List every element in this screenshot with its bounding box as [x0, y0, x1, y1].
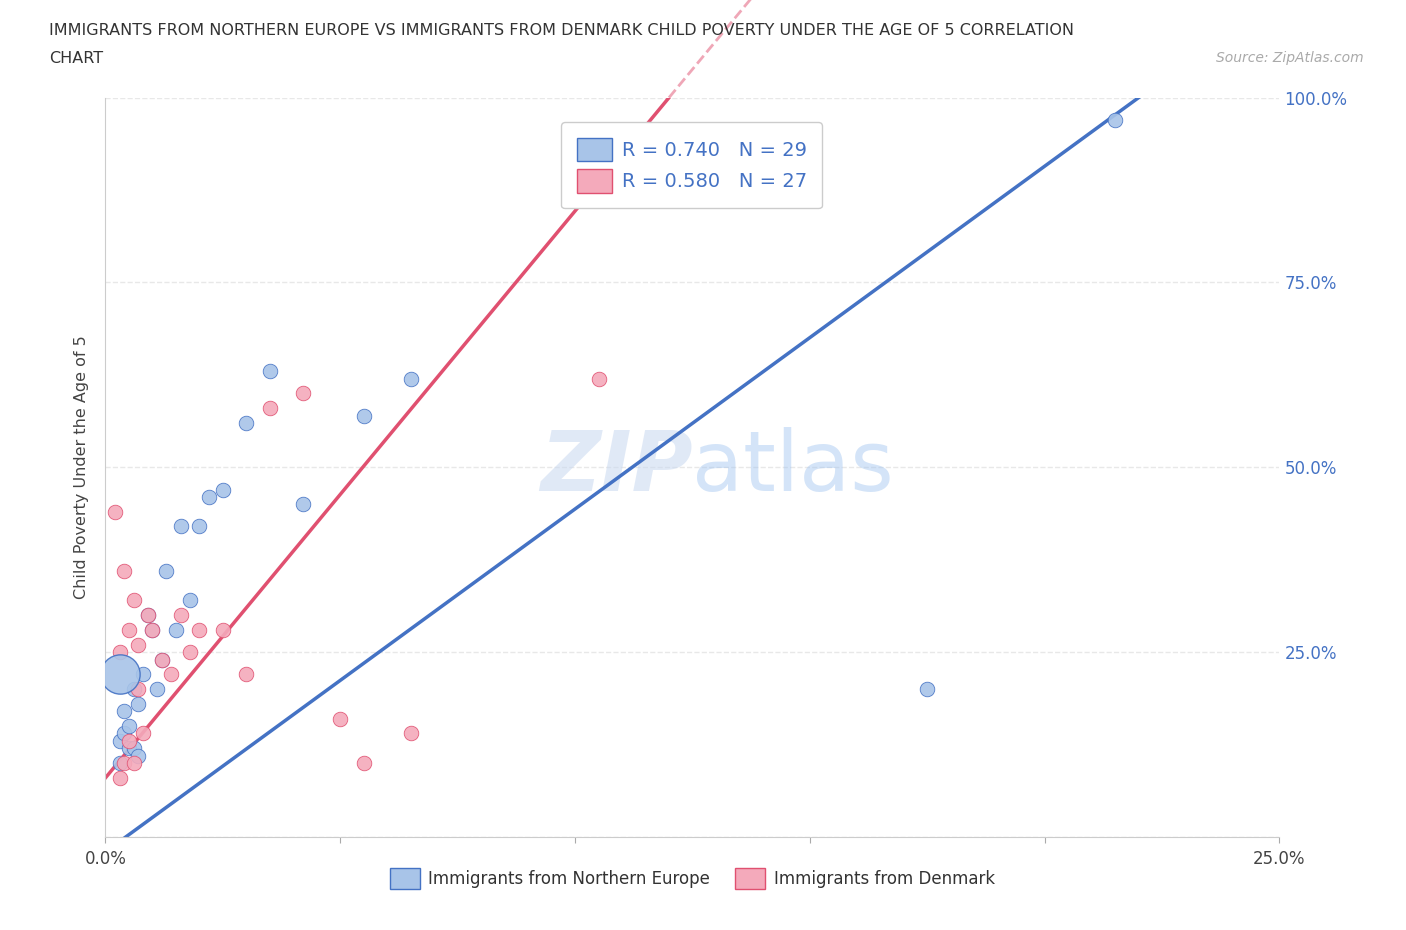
Point	[112, 726, 135, 741]
Legend: Immigrants from Northern Europe, Immigrants from Denmark: Immigrants from Northern Europe, Immigra…	[384, 861, 1001, 896]
Point	[141, 622, 163, 637]
Point	[291, 497, 314, 512]
Point	[108, 755, 131, 770]
Point	[122, 755, 145, 770]
Point	[112, 704, 135, 719]
Point	[169, 608, 191, 623]
Point	[127, 749, 149, 764]
Point	[291, 386, 314, 401]
Point	[353, 755, 375, 770]
Point	[108, 734, 131, 749]
Point	[150, 652, 173, 667]
Text: CHART: CHART	[49, 51, 103, 66]
Point	[118, 622, 141, 637]
Point	[141, 622, 163, 637]
Point	[588, 371, 610, 386]
Point	[211, 482, 233, 497]
Point	[112, 564, 135, 578]
Point	[136, 608, 159, 623]
Point	[112, 755, 135, 770]
Text: atlas: atlas	[693, 427, 894, 508]
Point	[259, 364, 281, 379]
Point	[118, 741, 141, 756]
Point	[150, 652, 173, 667]
Point	[179, 593, 201, 608]
Point	[127, 637, 149, 652]
Point	[169, 519, 191, 534]
Point	[146, 682, 169, 697]
Point	[188, 519, 211, 534]
Point	[353, 408, 375, 423]
Point	[118, 734, 141, 749]
Point	[160, 667, 183, 682]
Point	[122, 741, 145, 756]
Point	[118, 719, 141, 734]
Point	[108, 667, 131, 682]
Point	[188, 622, 211, 637]
Point	[399, 726, 422, 741]
Text: ZIP: ZIP	[540, 427, 693, 508]
Point	[197, 489, 219, 504]
Point	[155, 564, 177, 578]
Text: IMMIGRANTS FROM NORTHERN EUROPE VS IMMIGRANTS FROM DENMARK CHILD POVERTY UNDER T: IMMIGRANTS FROM NORTHERN EUROPE VS IMMIG…	[49, 23, 1074, 38]
Point	[235, 667, 257, 682]
Point	[179, 644, 201, 659]
Point	[136, 608, 159, 623]
Point	[211, 622, 233, 637]
Point	[329, 711, 352, 726]
Point	[122, 682, 145, 697]
Y-axis label: Child Poverty Under the Age of 5: Child Poverty Under the Age of 5	[75, 336, 90, 599]
Point	[122, 593, 145, 608]
Point	[1104, 113, 1126, 127]
Point	[108, 644, 131, 659]
Point	[165, 622, 187, 637]
Point	[259, 401, 281, 416]
Point	[127, 697, 149, 711]
Point	[127, 682, 149, 697]
Point	[132, 726, 155, 741]
Text: Source: ZipAtlas.com: Source: ZipAtlas.com	[1216, 51, 1364, 65]
Point	[104, 504, 127, 519]
Point	[108, 770, 131, 785]
Point	[917, 682, 939, 697]
Point	[132, 667, 155, 682]
Point	[399, 371, 422, 386]
Point	[235, 416, 257, 431]
